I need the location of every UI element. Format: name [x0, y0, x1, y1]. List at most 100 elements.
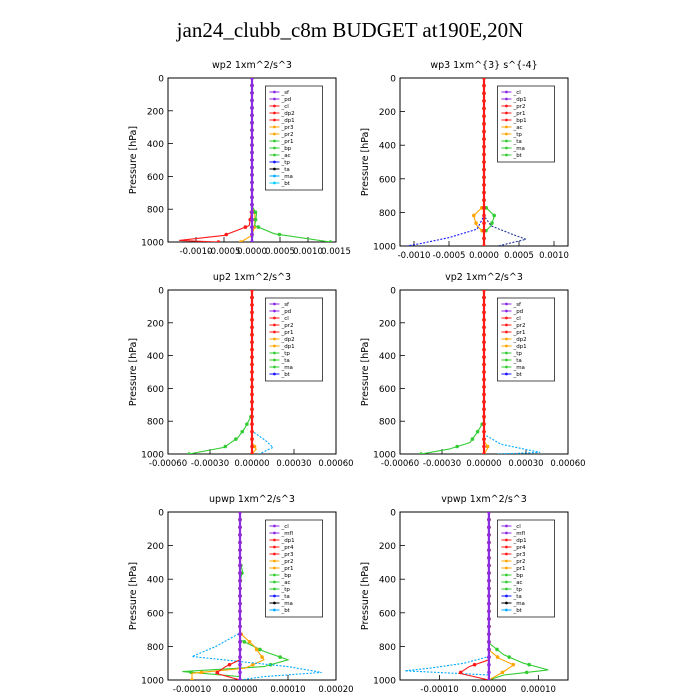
- x-tick-label: 0.00020: [318, 685, 353, 695]
- legend-marker: [505, 139, 508, 143]
- series-marker: [482, 340, 486, 344]
- y-tick-label: 200: [379, 108, 396, 118]
- legend-label: _ta: [280, 167, 289, 173]
- legend-label: _ma: [512, 146, 524, 152]
- series-marker: [482, 83, 486, 88]
- series-marker: [238, 578, 242, 583]
- series-marker: [260, 655, 264, 659]
- series-marker: [238, 548, 242, 552]
- series-marker: [187, 452, 191, 454]
- series-marker: [492, 213, 496, 218]
- series-marker: [470, 437, 475, 441]
- legend-label: _pr2: [512, 559, 525, 565]
- series-line: [457, 512, 490, 680]
- legend-marker: [273, 181, 276, 185]
- legend-marker: [505, 330, 508, 334]
- y-tick-label: 800: [379, 418, 396, 428]
- series-line: [404, 512, 490, 680]
- figure-title: jan24_clubb_c8m BUDGET at190E,20N: [176, 18, 524, 42]
- series-marker: [250, 414, 254, 419]
- legend-marker: [505, 309, 508, 313]
- panel-title: wp3 1xm^{3} s^{-4}: [430, 60, 537, 71]
- y-tick-label: 600: [147, 385, 164, 395]
- series-marker: [250, 452, 254, 454]
- legend-label: _pr3: [280, 552, 294, 558]
- series-marker: [507, 655, 511, 659]
- legend-label: _tp: [512, 132, 522, 138]
- legend-marker: [273, 160, 276, 164]
- legend-marker: [505, 372, 508, 376]
- legend-marker: [505, 132, 508, 136]
- legend-marker: [273, 608, 276, 612]
- x-tick-label: 0.00000: [222, 685, 257, 695]
- y-tick-label: 1000: [141, 239, 164, 249]
- legend-marker: [273, 111, 276, 115]
- series-group: [406, 78, 528, 246]
- series-marker: [250, 106, 254, 110]
- series-marker: [238, 540, 242, 545]
- series-marker: [482, 175, 486, 180]
- legend-marker: [273, 174, 276, 178]
- series-marker: [482, 99, 486, 103]
- series-marker: [190, 678, 194, 680]
- legend-label: _ta: [280, 358, 289, 364]
- legend-label: _bt: [280, 608, 290, 614]
- legend-label: _ac: [512, 580, 522, 586]
- y-tick-label: 400: [147, 140, 164, 150]
- legend-marker: [505, 559, 508, 563]
- series-marker: [239, 240, 243, 242]
- legend-label: _pr1: [280, 139, 293, 145]
- series-marker: [487, 678, 491, 680]
- series-marker: [487, 533, 491, 537]
- series-marker: [472, 662, 477, 667]
- x-tick-label: 0.00060: [550, 459, 585, 469]
- legend-marker: [273, 524, 276, 528]
- series-marker: [224, 232, 229, 237]
- legend-label: _ma: [280, 601, 292, 607]
- legend-marker: [505, 538, 508, 542]
- chart-panel-4: vp2 1xm^2/s^3 Pressure [hPa] 0 200 400 600 800…: [360, 272, 586, 469]
- legend-label: _dp1: [280, 118, 294, 124]
- series-marker: [238, 647, 242, 652]
- series-marker: [487, 512, 491, 514]
- legend-marker: [273, 365, 276, 369]
- legend-marker: [273, 132, 276, 136]
- x-tick-label: -0.0005: [208, 247, 241, 257]
- series-marker: [238, 617, 242, 621]
- series-marker: [524, 670, 529, 675]
- series-group: [419, 290, 541, 454]
- legend-label: _pr2: [280, 559, 293, 565]
- legend-label: _tp: [280, 351, 290, 357]
- legend-marker: [505, 90, 508, 94]
- series-marker: [482, 370, 486, 374]
- series-marker: [328, 240, 333, 242]
- series-marker: [482, 422, 486, 426]
- series-marker: [455, 444, 459, 449]
- series-marker: [238, 517, 242, 522]
- series-marker: [238, 609, 242, 614]
- legend-label: _dp2: [280, 337, 294, 343]
- series-marker: [472, 213, 476, 218]
- series-marker: [250, 91, 254, 95]
- series-marker: [238, 655, 242, 659]
- legend-label: _pr4: [280, 545, 294, 551]
- legend-marker: [505, 566, 508, 570]
- series-marker: [487, 640, 491, 644]
- y-tick-label: 200: [147, 542, 164, 552]
- legend-label: _pr2: [280, 132, 293, 138]
- series-marker: [487, 525, 491, 530]
- y-tick-label: 400: [147, 576, 164, 586]
- series-marker: [250, 429, 254, 434]
- x-tick-label: -0.00060: [381, 459, 419, 469]
- legend-marker: [505, 573, 508, 577]
- y-tick-label: 600: [147, 609, 164, 619]
- legend-marker: [505, 146, 508, 150]
- x-tick-label: 0.00000: [466, 459, 501, 469]
- series-marker: [250, 158, 254, 162]
- legend-label: _pr2: [280, 323, 293, 329]
- series-marker: [215, 670, 220, 675]
- legend-marker: [273, 104, 276, 108]
- series-marker: [482, 122, 486, 126]
- legend-label: _mfl: [512, 531, 525, 537]
